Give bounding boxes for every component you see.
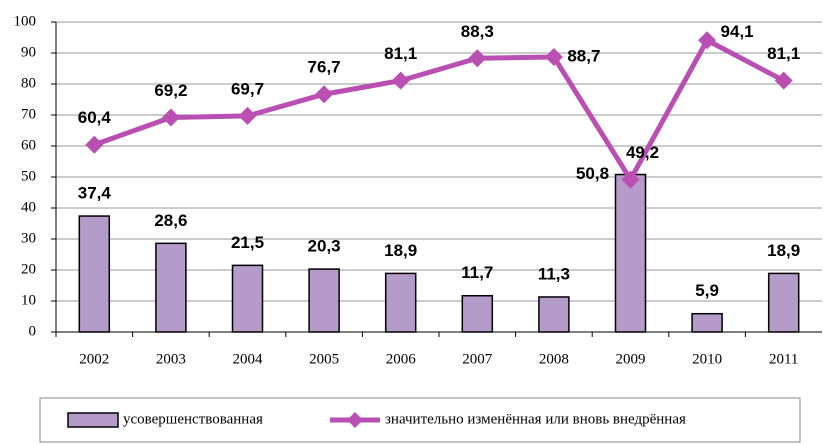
legend-label: усовершенствованная (123, 411, 263, 427)
data-label: 21,5 (231, 233, 264, 252)
data-label: 81,1 (767, 44, 800, 63)
data-label: 18,9 (767, 241, 800, 260)
y-tick-label: 10 (21, 292, 36, 308)
bar (308, 268, 340, 333)
bar (767, 272, 800, 333)
data-label: 60,4 (78, 108, 112, 127)
x-tick-label: 2006 (386, 351, 417, 367)
x-tick-label: 2004 (233, 351, 264, 367)
bar (614, 173, 647, 333)
data-label: 37,4 (78, 184, 112, 203)
legend-swatch (67, 412, 119, 428)
data-label: 18,9 (384, 241, 417, 260)
marker (85, 135, 104, 154)
x-tick-label: 2009 (616, 351, 646, 367)
marker (391, 71, 410, 90)
marker (161, 108, 180, 127)
legend-box (39, 397, 801, 443)
data-label: 5,9 (695, 281, 719, 300)
data-label: 88,7 (567, 47, 600, 66)
y-tick-label: 70 (21, 106, 36, 122)
x-tick-label: 2010 (692, 351, 722, 367)
bar (78, 215, 111, 333)
bar (155, 242, 187, 333)
y-tick-label: 0 (29, 323, 37, 339)
bar (384, 272, 417, 333)
data-label: 88,3 (461, 22, 494, 41)
x-tick-label: 2002 (79, 351, 109, 367)
bar (538, 296, 570, 333)
data-label: 20,3 (308, 237, 341, 256)
data-label: 49,2 (626, 143, 659, 162)
x-tick-label: 2008 (539, 351, 569, 367)
line (93, 36, 785, 185)
x-tick-label: 2011 (769, 351, 798, 367)
y-tick-label: 50 (21, 168, 36, 184)
data-label: 11,7 (461, 263, 493, 282)
marker (621, 170, 640, 189)
y-tick-label: 80 (21, 75, 36, 91)
bar (461, 294, 494, 333)
data-label: 69,2 (154, 81, 187, 100)
y-tick-label: 20 (21, 261, 36, 277)
marker (774, 71, 793, 90)
y-tick-label: 100 (14, 13, 37, 29)
y-tick-label: 90 (21, 44, 36, 60)
legend-label: значительно изменённая или вновь внедрён… (385, 411, 686, 427)
bar (691, 312, 723, 333)
marker (698, 31, 717, 50)
x-tick-label: 2003 (156, 351, 186, 367)
data-label: 69,7 (231, 79, 264, 98)
bar (231, 264, 264, 333)
data-label: 11,3 (538, 264, 570, 283)
x-tick-label: 2005 (309, 351, 339, 367)
y-tick-label: 40 (21, 199, 36, 215)
marker (468, 49, 487, 68)
y-tick-label: 60 (21, 137, 36, 153)
marker (544, 48, 563, 67)
legend-marker (347, 412, 363, 428)
marker (238, 106, 257, 125)
marker (315, 85, 334, 104)
data-label: 81,1 (384, 44, 417, 63)
data-label: 28,6 (154, 211, 187, 230)
x-tick-label: 2007 (462, 351, 493, 367)
data-label: 94,1 (721, 22, 754, 41)
data-label: 50,8 (576, 164, 609, 183)
data-label: 76,7 (308, 58, 341, 77)
y-tick-label: 30 (21, 230, 36, 246)
